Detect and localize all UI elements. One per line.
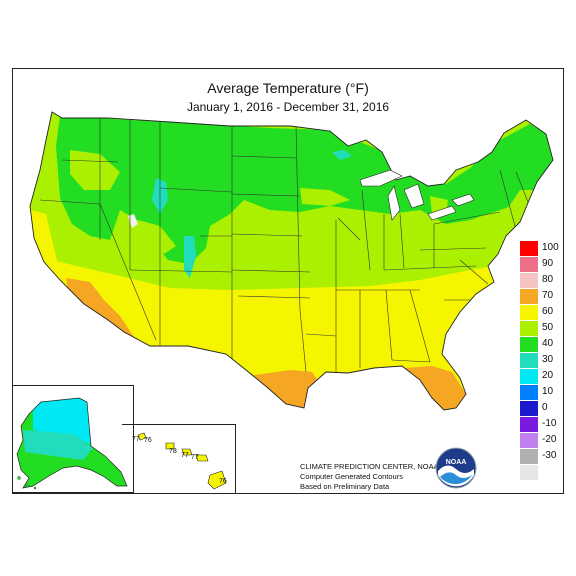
hawaii-value: 76 — [144, 437, 152, 444]
legend-swatch — [520, 273, 538, 288]
legend-label: 20 — [542, 370, 554, 381]
alaska-map — [16, 397, 128, 490]
legend-swatch — [520, 401, 538, 416]
great-lakes — [359, 169, 475, 221]
legend-swatch — [520, 353, 538, 368]
alaska-inset — [12, 385, 134, 493]
legend-swatch — [520, 241, 538, 256]
hawaii-value: 77 — [181, 452, 189, 459]
legend-swatch — [520, 433, 538, 448]
legend-label: 0 — [542, 402, 548, 413]
credit-line: Computer Generated Contours — [300, 472, 403, 481]
legend-swatch — [520, 369, 538, 384]
map-subtitle: January 1, 2016 - December 31, 2016 — [186, 100, 390, 114]
hawaii-value: 78 — [169, 448, 177, 455]
state-borders — [39, 118, 529, 373]
hawaii-value: 77 — [132, 436, 140, 443]
legend-label: -10 — [542, 418, 557, 429]
noaa-logo-text: NOAA — [446, 459, 467, 466]
hawaii-inset: 77 76 78 77 77 76 — [122, 424, 236, 494]
legend-swatch — [520, 257, 538, 272]
legend-swatch — [520, 449, 538, 464]
legend-swatch — [520, 321, 538, 336]
hawaii-value: 77 — [191, 454, 199, 461]
legend-swatch — [520, 465, 538, 480]
credit-line: CLIMATE PREDICTION CENTER, NOAA — [300, 462, 439, 471]
legend-label: 90 — [542, 258, 554, 269]
hawaii-map: 77 76 78 77 77 76 — [132, 432, 227, 490]
hawaii-value: 76 — [219, 478, 227, 485]
legend-label: 80 — [542, 274, 554, 285]
noaa-logo: NOAA — [435, 447, 477, 489]
legend-label: -20 — [542, 434, 557, 445]
legend-label: 30 — [542, 354, 554, 365]
legend-label: 50 — [542, 322, 554, 333]
credit-text: CLIMATE PREDICTION CENTER, NOAA Computer… — [300, 462, 439, 492]
credit-line: Based on Preliminary Data — [300, 482, 390, 491]
legend-swatch — [520, 337, 538, 352]
legend-label: 70 — [542, 290, 554, 301]
legend-label: 100 — [542, 242, 559, 253]
legend-label: 40 — [542, 338, 554, 349]
legend-swatch — [520, 417, 538, 432]
map-title: Average Temperature (°F) — [207, 80, 369, 96]
legend-swatch — [520, 289, 538, 304]
legend-label: -30 — [542, 450, 557, 461]
legend-label: 10 — [542, 386, 554, 397]
legend-swatch — [520, 305, 538, 320]
legend-swatch — [520, 385, 538, 400]
legend-label: 60 — [542, 306, 554, 317]
